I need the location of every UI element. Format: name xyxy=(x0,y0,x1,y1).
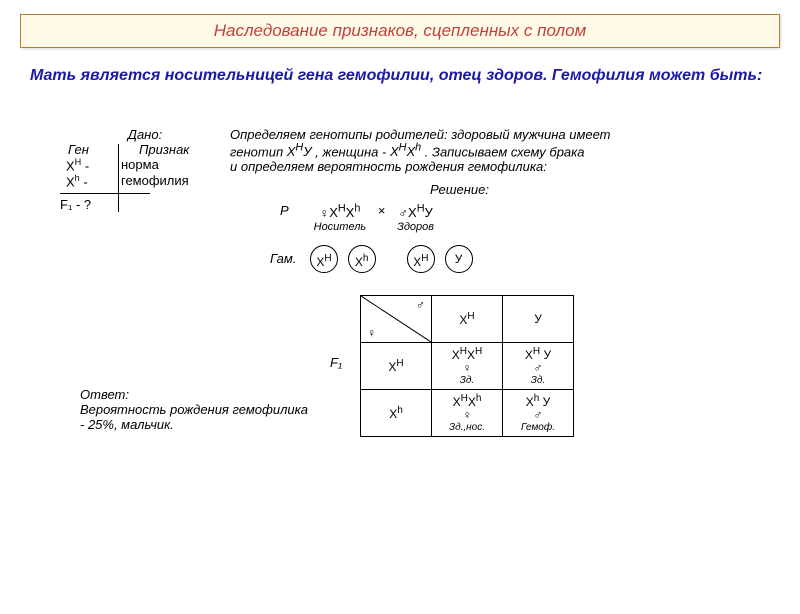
c12-geno: XH У xyxy=(505,346,571,362)
given-separator: F₁ - ? xyxy=(60,193,150,212)
p-female-sub: Носитель xyxy=(314,221,367,233)
gene-col-header: Ген xyxy=(60,142,131,157)
parents-block: P ♀XHXh Носитель × ♂XHУ Здоров xyxy=(280,203,434,233)
gamete-3: XH xyxy=(407,245,435,273)
given-row-2: Xh - гемофилия xyxy=(60,173,210,189)
punnett-corner: ♂ ♀ xyxy=(361,295,432,342)
solution-label: Решение: xyxy=(430,182,489,197)
punnett-row1: XH xyxy=(361,342,432,389)
title-bar: Наследование признаков, сцепленных с пол… xyxy=(20,14,780,48)
punnett-col1: XH xyxy=(432,295,503,342)
gametes-label: Гам. xyxy=(270,251,296,266)
explain-l2b: , женщина - xyxy=(315,144,390,159)
answer-block: Ответ: Вероятность рождения гемофилика -… xyxy=(80,387,308,432)
given-divider-line xyxy=(118,144,119,212)
trait1: норма xyxy=(121,157,159,173)
c11-sub: Зд. xyxy=(434,375,500,386)
cell-21: XHXh ♀ Зд.,нос. xyxy=(432,389,503,436)
explanation-text: Определяем генотипы родителей: здоровый … xyxy=(230,127,660,174)
explain-l2c: . Записываем схему брака xyxy=(425,144,585,159)
gamete-4: У xyxy=(445,245,473,273)
trait2: гемофилия xyxy=(121,173,189,189)
p-male-sub: Здоров xyxy=(397,221,434,233)
c21-sub: Зд.,нос. xyxy=(434,422,500,433)
c21-geno: XHXh xyxy=(434,393,500,409)
c21-sym: ♀ xyxy=(434,409,500,422)
punnett-square: ♂ ♀ XH У XH XHXH ♀ Зд. XH У ♂ Зд. Xh XHX… xyxy=(360,295,574,437)
gamete-2: Xh xyxy=(348,245,376,273)
explain-line3: и определяем вероятность рождения гемофи… xyxy=(230,159,660,174)
male-symbol: ♂ xyxy=(398,205,408,220)
p-female-geno: XHXh xyxy=(329,205,360,220)
given-row-1: XH - норма xyxy=(60,157,210,173)
answer-head: Ответ: xyxy=(80,387,308,402)
gamete-1: XH xyxy=(310,245,338,273)
intro-text: Мать является носительницей гена гемофил… xyxy=(30,66,770,87)
female-geno: XHXh xyxy=(390,144,421,159)
p-male-geno: XHУ xyxy=(408,205,433,220)
gene2-base: X xyxy=(66,174,75,189)
c11-geno: XHXH xyxy=(434,346,500,362)
f1-label: F₁ xyxy=(330,355,342,370)
punnett-row2: Xh xyxy=(361,389,432,436)
given-header: Ген Признак xyxy=(60,142,210,157)
p-male: ♂XHУ Здоров xyxy=(397,203,434,233)
explain-line1: Определяем генотипы родителей: здоровый … xyxy=(230,127,660,142)
c12-sym: ♂ xyxy=(505,362,571,375)
female-symbol: ♀ xyxy=(319,205,329,220)
gene2-dash: - xyxy=(80,174,88,189)
cell-22: Xh У ♂ Гемоф. xyxy=(503,389,574,436)
page-title: Наследование признаков, сцепленных с пол… xyxy=(214,21,587,40)
male-geno: XHУ xyxy=(287,144,312,159)
p-female: ♀XHXh Носитель xyxy=(314,203,367,233)
c22-geno: Xh У xyxy=(505,393,571,409)
c22-sub: Гемоф. xyxy=(505,422,571,433)
punnett-col2: У xyxy=(503,295,574,342)
answer-line2: - 25%, мальчик. xyxy=(80,417,308,432)
cross-symbol: × xyxy=(378,203,386,218)
c11-sym: ♀ xyxy=(434,362,500,375)
c12-sub: Зд. xyxy=(505,375,571,386)
explain-l2a: генотип xyxy=(230,144,287,159)
given-block: Дано: Ген Признак XH - норма Xh - гемофи… xyxy=(60,127,210,213)
gene1-dash: - xyxy=(81,158,89,173)
gametes-block: Гам. XH Xh XH У xyxy=(270,245,479,273)
answer-line1: Вероятность рождения гемофилика xyxy=(80,402,308,417)
cell-11: XHXH ♀ Зд. xyxy=(432,342,503,389)
corner-diagonal xyxy=(361,296,431,342)
c22-sym: ♂ xyxy=(505,409,571,422)
cell-12: XH У ♂ Зд. xyxy=(503,342,574,389)
trait-col-header: Признак xyxy=(131,142,197,157)
gene1-base: X xyxy=(66,158,75,173)
p-label: P xyxy=(280,203,310,218)
find-label: F₁ - ? xyxy=(60,197,91,212)
given-label: Дано: xyxy=(60,127,210,142)
